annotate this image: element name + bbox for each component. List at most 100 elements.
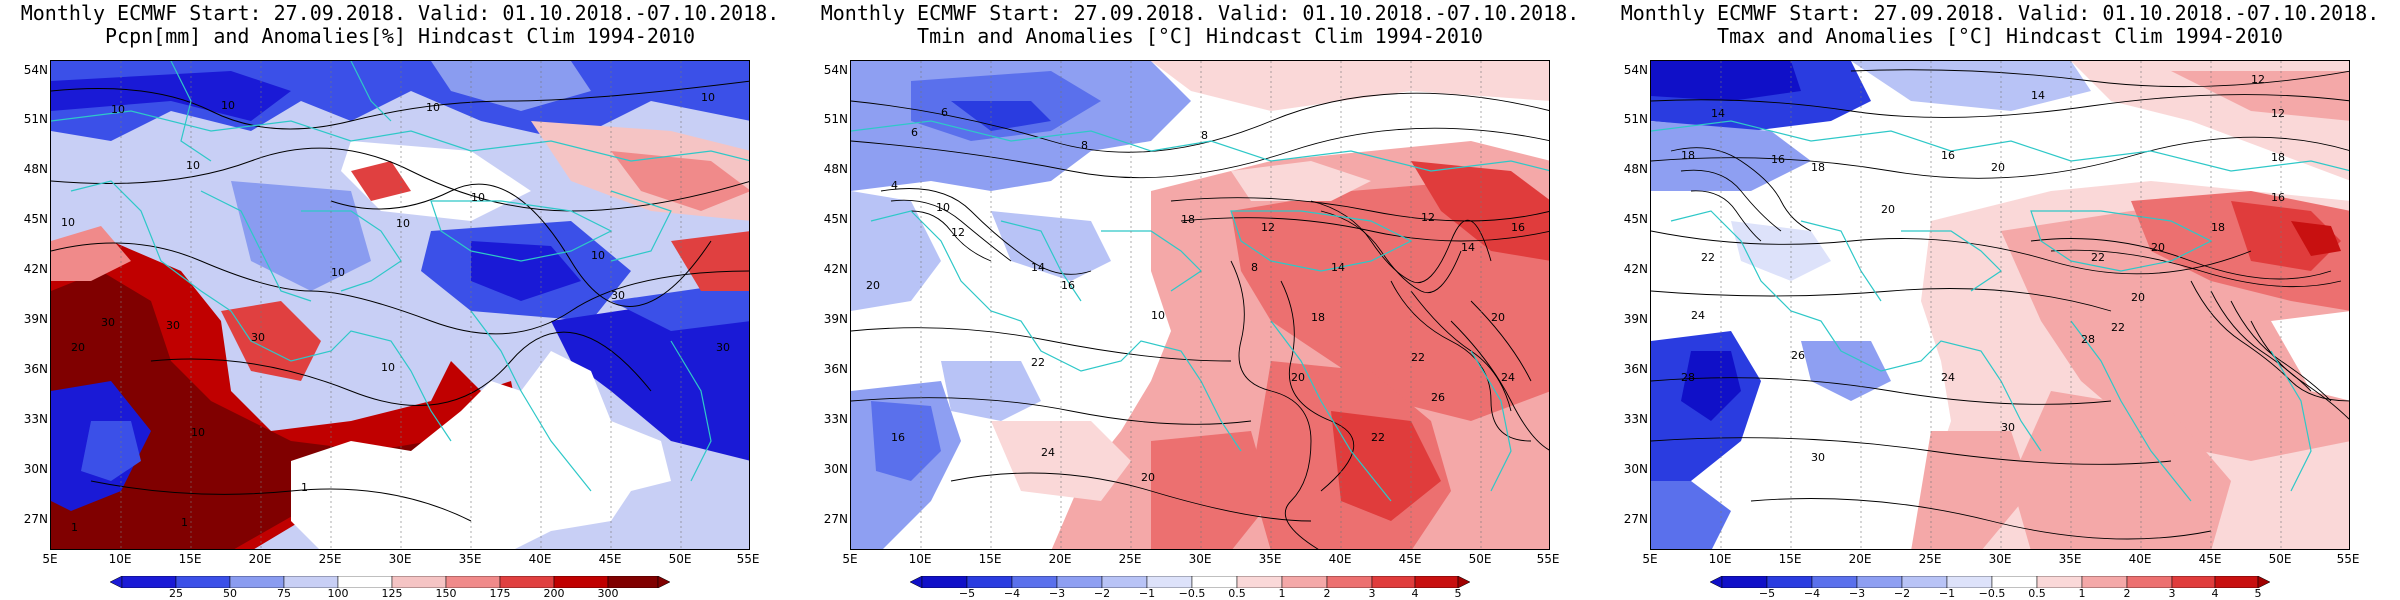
lat-label: 33N — [23, 412, 48, 426]
colorbar-label: 2 — [2123, 587, 2131, 600]
contour-label: 26 — [1431, 391, 1445, 404]
map-svg: 12 14 12 14 16 16 18 18 20 18 20 22 24 2… — [1651, 61, 2349, 549]
lat-label: 54N — [23, 63, 48, 77]
lon-label: 25E — [1918, 552, 1942, 566]
lon-label: 5E — [42, 552, 58, 566]
lat-label: 27N — [823, 512, 848, 526]
contour-label: 20 — [2131, 291, 2145, 304]
lat-label: 39N — [823, 312, 848, 326]
contour-label: 16 — [1771, 153, 1785, 166]
colorbar-label: −5 — [958, 587, 976, 600]
contour-label: 24 — [1041, 446, 1055, 459]
contour-label: 22 — [2111, 321, 2125, 334]
contour-label: 10 — [701, 91, 715, 104]
map-precipitation[interactable]: 10 10 10 10 10 10 10 10 10 10 30 30 30 3… — [50, 60, 750, 550]
contour-label: 22 — [1411, 351, 1425, 364]
contour-label: 18 — [1681, 149, 1695, 162]
contour-label: 16 — [2271, 191, 2285, 204]
contour-label: 12 — [2271, 107, 2285, 120]
contour-label: 10 — [221, 99, 235, 112]
contour-label: 22 — [2091, 251, 2105, 264]
lon-label: 15E — [178, 552, 202, 566]
lat-label: 54N — [1623, 63, 1648, 77]
contour-label: 10 — [191, 426, 205, 439]
contour-label: 16 — [1941, 149, 1955, 162]
contour-label: 18 — [1811, 161, 1825, 174]
lon-label: 50E — [668, 552, 692, 566]
lat-label: 54N — [823, 63, 848, 77]
map-svg: 6 6 8 8 4 10 12 14 16 18 20 22 24 20 16 … — [851, 61, 1549, 549]
colorbar-label: −0.5 — [1178, 587, 1206, 600]
colorbar-label: 5 — [2254, 587, 2262, 600]
map-tmin[interactable]: 6 6 8 8 4 10 12 14 16 18 20 22 24 20 16 … — [850, 60, 1550, 550]
contour-label: 30 — [2001, 421, 2015, 434]
contour-label: 18 — [1181, 213, 1195, 226]
lat-label: 51N — [823, 112, 848, 126]
lat-label: 45N — [1623, 212, 1648, 226]
lat-label: 30N — [823, 462, 848, 476]
colorbar-label: −2 — [1093, 587, 1111, 600]
contour-label: 20 — [866, 279, 880, 292]
lon-label: 50E — [1468, 552, 1492, 566]
contour-label: 6 — [941, 106, 948, 119]
lon-label: 20E — [1048, 552, 1072, 566]
lon-label: 5E — [1642, 552, 1658, 566]
lat-label: 42N — [1623, 262, 1648, 276]
contour-label: 10 — [591, 249, 605, 262]
contour-label: 30 — [1811, 451, 1825, 464]
colorbar-tmax — [1710, 576, 2270, 588]
colorbar-label: 5 — [1454, 587, 1462, 600]
lat-label: 51N — [23, 112, 48, 126]
colorbar-label: 0.5 — [1228, 587, 1246, 600]
lat-label: 45N — [23, 212, 48, 226]
lon-label: 55E — [2336, 552, 2360, 566]
lat-label: 48N — [23, 162, 48, 176]
colorbar-label: −5 — [1758, 587, 1776, 600]
panel-title: Monthly ECMWF Start: 27.09.2018. Valid: … — [800, 2, 1600, 48]
lat-label: 42N — [23, 262, 48, 276]
title-line-2: Tmin and Anomalies [°C] Hindcast Clim 19… — [917, 24, 1483, 48]
lon-label: 15E — [1778, 552, 1802, 566]
map-svg: 10 10 10 10 10 10 10 10 10 10 30 30 30 3… — [51, 61, 749, 549]
contour-label: 30 — [251, 331, 265, 344]
contour-label: 20 — [71, 341, 85, 354]
contour-label: 1 — [301, 481, 308, 494]
contour-label: 10 — [186, 159, 200, 172]
colorbar-label: 150 — [435, 587, 457, 600]
contour-label: 8 — [1251, 261, 1258, 274]
lon-label: 35E — [1258, 552, 1282, 566]
lat-label: 51N — [1623, 112, 1648, 126]
lon-label: 55E — [1536, 552, 1560, 566]
title-line-2: Tmax and Anomalies [°C] Hindcast Clim 19… — [1717, 24, 2283, 48]
lon-label: 35E — [458, 552, 482, 566]
contour-label: 22 — [1371, 431, 1385, 444]
contour-label: 10 — [61, 216, 75, 229]
lat-label: 45N — [823, 212, 848, 226]
map-tmax[interactable]: 12 14 12 14 16 16 18 18 20 18 20 22 24 2… — [1650, 60, 2350, 550]
colorbar-precipitation — [110, 576, 670, 588]
contour-label: 10 — [1151, 309, 1165, 322]
lon-label: 35E — [2058, 552, 2082, 566]
contour-label: 16 — [1061, 279, 1075, 292]
colorbar-label: 50 — [223, 587, 237, 600]
lat-label: 42N — [823, 262, 848, 276]
lon-label: 50E — [2268, 552, 2292, 566]
lon-label: 10E — [108, 552, 132, 566]
colorbar-label: 1 — [1278, 587, 1286, 600]
colorbar-label: −4 — [1003, 587, 1021, 600]
lat-label: 33N — [1623, 412, 1648, 426]
contour-label: 26 — [1791, 349, 1805, 362]
colorbar-label: −1 — [1138, 587, 1156, 600]
colorbar-label: 125 — [381, 587, 403, 600]
colorbar-label: −3 — [1848, 587, 1866, 600]
lat-label: 39N — [1623, 312, 1648, 326]
lon-label: 55E — [736, 552, 760, 566]
contour-label: 22 — [1031, 356, 1045, 369]
lon-label: 5E — [842, 552, 858, 566]
contour-label: 10 — [111, 103, 125, 116]
colorbar-label: 3 — [1368, 587, 1376, 600]
lat-label: 48N — [1623, 162, 1648, 176]
contour-label: 12 — [951, 226, 965, 239]
contour-label: 30 — [166, 319, 180, 332]
colorbar-label: 0.5 — [2028, 587, 2046, 600]
